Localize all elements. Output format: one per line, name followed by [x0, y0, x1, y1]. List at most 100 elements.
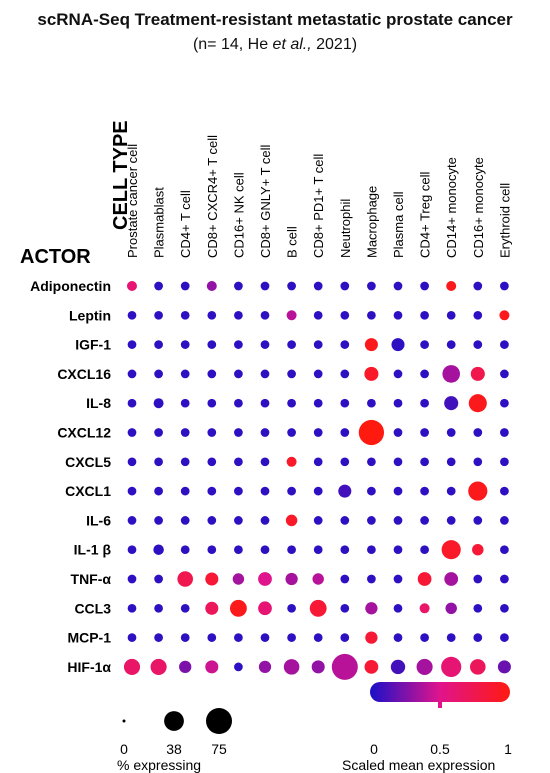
dot	[393, 486, 403, 496]
dot	[420, 398, 429, 408]
dot	[207, 516, 217, 525]
dot	[207, 486, 217, 496]
dot	[154, 633, 163, 642]
column-label: Neutrophil	[338, 199, 353, 258]
dot	[364, 366, 379, 381]
dot	[260, 340, 270, 349]
dot	[470, 659, 486, 675]
dot	[313, 428, 323, 437]
dot	[154, 281, 163, 291]
dot	[283, 659, 300, 675]
size-legend: 0 38 75 % expressing	[117, 708, 232, 773]
size-legend-title: % expressing	[117, 757, 201, 773]
dot	[500, 633, 509, 642]
dot	[446, 340, 456, 349]
dot	[367, 516, 376, 525]
dot	[313, 633, 323, 642]
dot	[472, 543, 484, 556]
dot	[340, 545, 350, 555]
subtitle-prefix: (n= 14, He	[192, 36, 273, 53]
dot	[393, 603, 403, 613]
dot	[180, 340, 190, 349]
dot	[473, 310, 483, 320]
subtitle-suffix: 2021)	[311, 36, 358, 53]
dot	[311, 660, 325, 674]
column-label: Plasma cell	[391, 191, 406, 258]
dot	[180, 457, 190, 467]
dot	[420, 457, 429, 467]
dot	[207, 428, 217, 437]
dot	[500, 428, 509, 437]
dot	[441, 656, 462, 677]
column-label: CD16+ NK cell	[231, 172, 246, 258]
dot	[340, 428, 350, 437]
dot	[232, 573, 245, 585]
column-label: Erythroid cell	[497, 183, 512, 258]
dot	[393, 398, 403, 408]
size-legend-dot-0	[122, 719, 126, 723]
dot	[420, 310, 429, 320]
chart-subtitle: (n= 14, He et al., 2021)	[0, 36, 550, 54]
dot	[446, 457, 456, 467]
dot	[127, 340, 137, 349]
dot	[420, 340, 429, 349]
color-bar-marker	[438, 702, 442, 708]
dot	[127, 428, 137, 437]
dot	[260, 281, 270, 291]
dot	[367, 486, 376, 496]
dot	[150, 658, 167, 675]
dot	[468, 481, 488, 501]
dots	[123, 281, 511, 680]
dot	[287, 486, 296, 496]
row-label: CCL3	[74, 600, 111, 616]
row-label: MCP-1	[67, 630, 111, 646]
column-label: CD4+ Treg cell	[418, 172, 433, 258]
size-legend-label-0: 0	[120, 741, 128, 757]
size-legend-label-38: 38	[166, 741, 182, 757]
dot	[260, 369, 270, 379]
column-label: CD8+ CXCR4+ T cell	[205, 135, 220, 258]
dot	[207, 340, 217, 349]
dot	[206, 281, 217, 291]
dot	[234, 516, 243, 525]
dot	[500, 574, 509, 584]
dot	[338, 484, 352, 498]
dot	[420, 281, 429, 291]
dot	[154, 574, 163, 584]
dot	[287, 281, 296, 291]
dot	[340, 516, 350, 525]
dot	[154, 428, 163, 437]
dot	[367, 310, 376, 320]
dot	[123, 658, 141, 675]
dot	[127, 633, 137, 642]
dot	[180, 428, 190, 437]
column-label: CD14+ monocyte	[444, 157, 459, 258]
dot	[127, 457, 137, 467]
dot	[207, 369, 217, 379]
dot	[500, 516, 509, 525]
row-axis-label: ACTOR	[20, 246, 91, 268]
color-legend-tick-0: 0	[370, 741, 378, 757]
dot	[393, 457, 403, 467]
dot	[473, 633, 483, 642]
dot	[444, 396, 459, 411]
dot	[500, 369, 509, 379]
dot	[260, 486, 270, 496]
dot	[127, 603, 137, 613]
dot	[393, 516, 403, 525]
dot	[234, 369, 243, 379]
dot	[127, 369, 137, 379]
column-label: Prostate cancer cell	[125, 144, 140, 258]
dot	[367, 574, 376, 584]
dot	[312, 573, 324, 585]
column-axis-label: CELL TYPE	[110, 120, 132, 230]
dot	[127, 516, 137, 525]
dot	[340, 281, 350, 291]
dot	[391, 338, 405, 352]
dot	[127, 398, 137, 408]
dot	[470, 366, 485, 381]
dot	[260, 398, 270, 408]
dot	[473, 340, 483, 349]
dot	[393, 310, 403, 320]
